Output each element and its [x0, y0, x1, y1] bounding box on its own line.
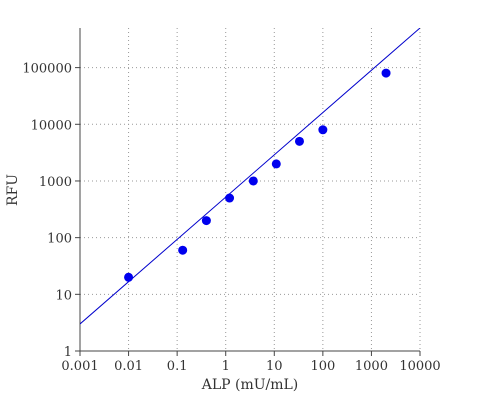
x-tick-label: 1 [222, 359, 230, 374]
x-tick-label: 10000 [399, 359, 440, 374]
x-axis-title: ALP (mU/mL) [201, 377, 299, 393]
y-axis-title: RFU [5, 174, 21, 206]
data-point [124, 272, 134, 282]
data-point [178, 245, 188, 255]
x-axis-ticks: 0.001 0.01 0.1 1 10 100 1000 10000 [61, 351, 441, 374]
data-point [381, 68, 391, 78]
fit-line [80, 28, 420, 325]
data-point [294, 136, 304, 146]
data-point [225, 193, 235, 203]
y-tick-label: 10 [55, 288, 72, 303]
data-point [318, 125, 328, 135]
x-tick-label: 0.01 [114, 359, 143, 374]
x-tick-label: 100 [310, 359, 335, 374]
x-tick-label: 10 [266, 359, 283, 374]
axes [79, 28, 420, 352]
x-tick-label: 0.001 [61, 359, 98, 374]
fit-line-group [80, 28, 420, 325]
y-tick-label: 100 [47, 232, 72, 247]
y-tick-label: 10000 [31, 118, 72, 133]
data-point [271, 159, 281, 169]
gridlines [80, 28, 421, 351]
y-axis-ticks: 1 10 100 1000 10000 100000 [22, 62, 80, 360]
y-tick-label: 1 [64, 345, 72, 360]
x-tick-label: 0.1 [167, 359, 188, 374]
data-points [124, 68, 391, 282]
plot-background [80, 28, 420, 351]
x-tick-label: 1000 [355, 359, 388, 374]
y-tick-label: 100000 [22, 62, 72, 77]
data-point [201, 216, 211, 226]
data-point [248, 176, 258, 186]
y-tick-label: 1000 [39, 175, 72, 190]
